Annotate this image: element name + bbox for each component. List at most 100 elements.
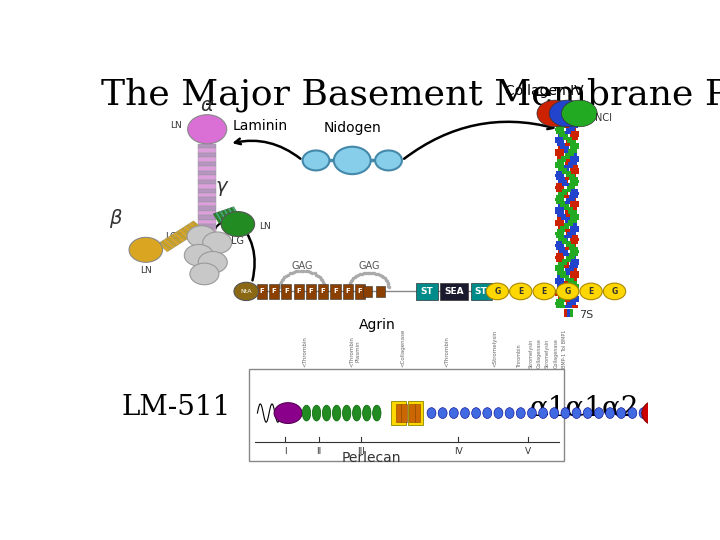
Polygon shape — [198, 175, 216, 180]
Circle shape — [334, 147, 371, 174]
Polygon shape — [559, 262, 569, 265]
Polygon shape — [562, 229, 570, 232]
Text: Collagenase: Collagenase — [554, 339, 559, 368]
Text: GAG: GAG — [359, 261, 379, 272]
Bar — [294, 284, 304, 299]
Polygon shape — [555, 302, 564, 305]
Polygon shape — [198, 166, 216, 171]
Polygon shape — [559, 250, 567, 253]
Polygon shape — [555, 207, 564, 211]
Polygon shape — [567, 140, 576, 144]
Text: F: F — [259, 288, 264, 294]
Text: GAG: GAG — [292, 261, 312, 272]
Polygon shape — [559, 296, 568, 299]
Polygon shape — [555, 220, 564, 222]
Polygon shape — [186, 224, 198, 234]
Polygon shape — [163, 239, 175, 248]
Text: F: F — [309, 288, 313, 294]
Bar — [401, 404, 407, 422]
Text: NtA: NtA — [240, 289, 252, 294]
Ellipse shape — [438, 408, 447, 418]
Text: G: G — [564, 287, 571, 296]
Polygon shape — [561, 272, 570, 274]
Polygon shape — [570, 247, 578, 250]
Polygon shape — [173, 232, 185, 242]
Polygon shape — [567, 128, 575, 131]
Polygon shape — [568, 220, 577, 222]
Polygon shape — [562, 131, 571, 134]
Text: <Collagenase: <Collagenase — [400, 329, 405, 367]
Polygon shape — [198, 202, 216, 206]
Ellipse shape — [550, 408, 559, 418]
Circle shape — [510, 283, 532, 300]
Bar — [364, 286, 372, 297]
Polygon shape — [558, 262, 567, 265]
Text: β: β — [109, 209, 122, 228]
Text: Stromelysin: Stromelysin — [545, 339, 550, 368]
Polygon shape — [570, 238, 580, 241]
Polygon shape — [220, 211, 228, 221]
Text: ST: ST — [474, 287, 487, 296]
Ellipse shape — [427, 408, 436, 418]
Text: E: E — [518, 287, 523, 296]
Text: LG: LG — [230, 235, 243, 246]
Polygon shape — [560, 226, 569, 229]
Polygon shape — [556, 299, 565, 302]
Text: BMP-1 Tol BMP1: BMP-1 Tol BMP1 — [562, 330, 567, 368]
Polygon shape — [557, 217, 566, 220]
Polygon shape — [567, 256, 576, 259]
Polygon shape — [570, 171, 579, 174]
Polygon shape — [570, 201, 579, 204]
Ellipse shape — [628, 408, 637, 418]
Polygon shape — [570, 180, 580, 183]
Polygon shape — [567, 302, 576, 305]
Polygon shape — [568, 281, 577, 284]
Text: LN: LN — [259, 221, 271, 231]
Polygon shape — [570, 217, 579, 220]
Polygon shape — [568, 268, 577, 272]
Polygon shape — [556, 195, 564, 198]
Polygon shape — [557, 287, 565, 290]
Polygon shape — [569, 293, 578, 296]
Polygon shape — [570, 262, 580, 265]
Polygon shape — [181, 227, 193, 237]
Polygon shape — [556, 253, 564, 256]
Polygon shape — [558, 296, 567, 299]
Polygon shape — [198, 180, 216, 184]
Polygon shape — [565, 211, 574, 213]
Polygon shape — [570, 144, 579, 146]
Polygon shape — [555, 256, 564, 259]
Text: F: F — [346, 288, 350, 294]
Circle shape — [557, 283, 579, 300]
Ellipse shape — [712, 407, 720, 420]
Polygon shape — [557, 146, 567, 150]
Polygon shape — [198, 188, 216, 193]
Circle shape — [486, 283, 508, 300]
Polygon shape — [557, 213, 566, 217]
Polygon shape — [570, 299, 579, 302]
Text: <Thrombin
Plasmin: <Thrombin Plasmin — [350, 336, 361, 367]
Polygon shape — [198, 229, 216, 233]
Polygon shape — [555, 222, 564, 226]
Polygon shape — [556, 125, 564, 128]
Ellipse shape — [353, 405, 361, 421]
Polygon shape — [570, 259, 579, 262]
Circle shape — [190, 263, 219, 285]
Polygon shape — [562, 144, 570, 146]
Ellipse shape — [516, 408, 526, 418]
Polygon shape — [198, 157, 216, 161]
Circle shape — [537, 100, 572, 127]
Polygon shape — [570, 213, 579, 217]
Polygon shape — [562, 183, 572, 186]
Polygon shape — [555, 268, 564, 272]
Circle shape — [198, 252, 228, 273]
Polygon shape — [221, 210, 230, 221]
Polygon shape — [555, 174, 564, 177]
Ellipse shape — [539, 408, 548, 418]
Polygon shape — [560, 168, 569, 171]
Bar — [376, 286, 384, 297]
Polygon shape — [555, 265, 564, 268]
Polygon shape — [564, 265, 573, 268]
Polygon shape — [570, 125, 578, 128]
Text: α1α1α2: α1α1α2 — [529, 394, 639, 421]
